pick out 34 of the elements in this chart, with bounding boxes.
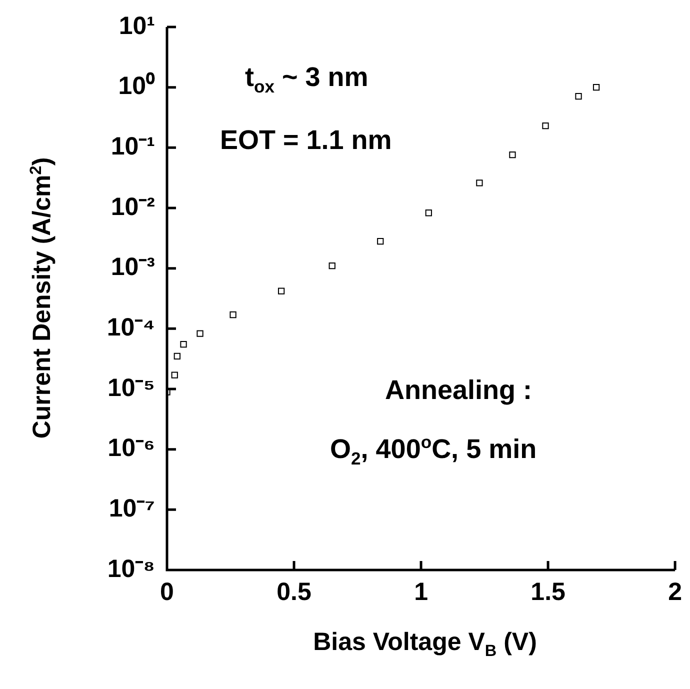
point <box>196 330 204 337</box>
x-tick-label: 2 <box>668 578 682 606</box>
point <box>575 92 582 100</box>
point <box>174 352 180 360</box>
point <box>542 122 549 130</box>
y-tick-label: 10⁻⁷ <box>108 494 155 523</box>
y-tick-label: 10⁰ <box>118 72 155 100</box>
x-tick-label: 1.5 <box>530 578 566 606</box>
y-tick-label: 10⁻⁶ <box>108 434 155 462</box>
point <box>328 262 336 270</box>
y-tick-label: 10⁻¹ <box>110 132 155 161</box>
x-tick-label: 1 <box>414 578 428 606</box>
x-tick-label: 0.5 <box>276 578 312 606</box>
y-tick-label: 10⁻⁵ <box>107 374 155 402</box>
point <box>278 288 285 294</box>
x-tick-label: 0 <box>160 578 174 606</box>
annotation: Annealing : <box>385 375 532 406</box>
point <box>377 238 384 245</box>
point <box>509 152 516 158</box>
annotation: O$_{2}$, 400$^{o}$C, 5 min <box>330 432 537 470</box>
point <box>171 372 178 378</box>
point <box>230 311 236 318</box>
point <box>425 210 432 216</box>
y-tick-label: 10⁻⁴ <box>106 314 155 342</box>
y-tick-label: 10¹ <box>118 12 155 40</box>
point <box>180 341 187 348</box>
y-tick-label: 10⁻² <box>110 192 155 221</box>
annotation: t$_{ox}$ ~ 3 nm <box>245 62 368 98</box>
y-tick-label: 10⁻³ <box>110 253 155 282</box>
y-tick-label: 10⁻⁸ <box>107 554 155 583</box>
point <box>592 84 600 91</box>
annotation: EOT = 1.1 nm <box>220 125 392 156</box>
point <box>476 180 483 186</box>
x-axis-title: Bias Voltage V$_{B}$ (V) <box>313 628 537 661</box>
